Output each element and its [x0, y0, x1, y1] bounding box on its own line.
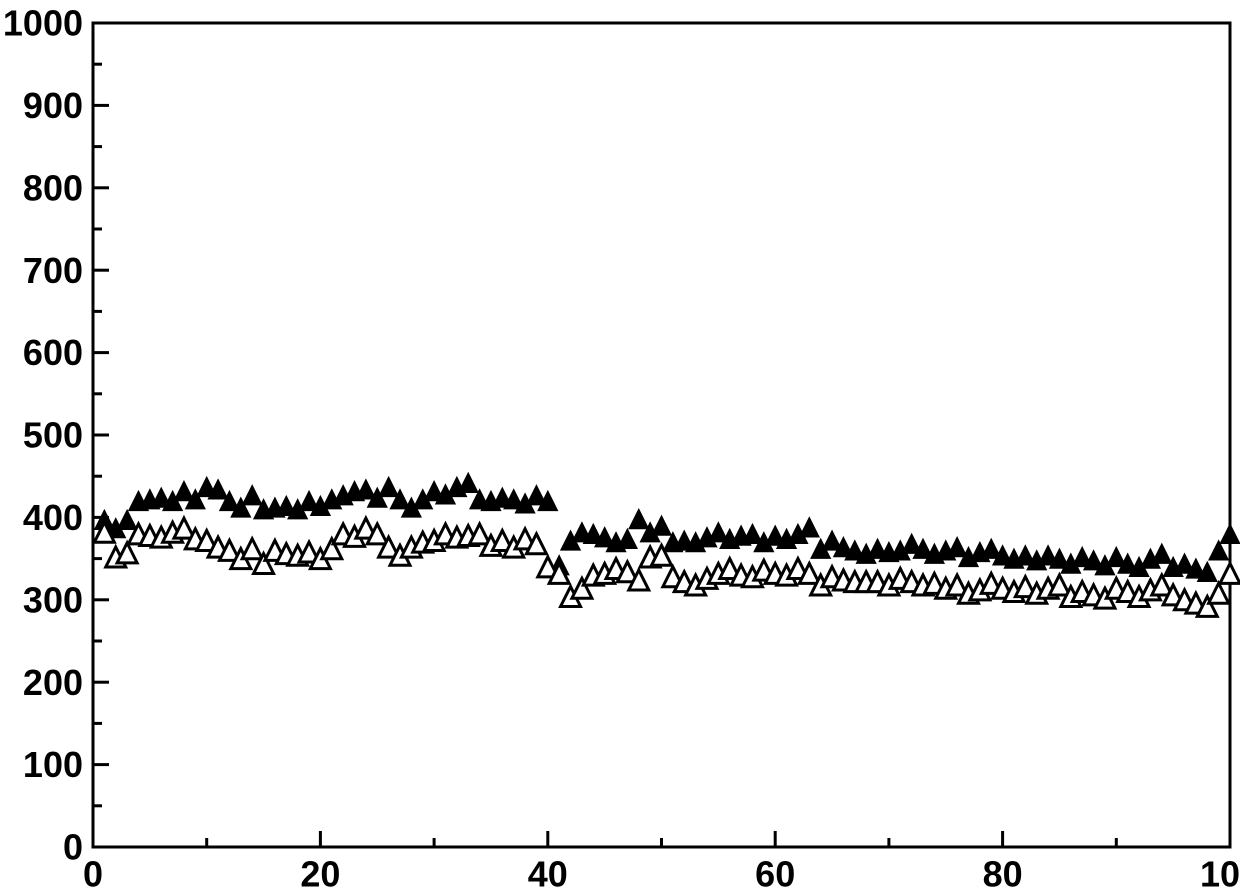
x-tick-label: 80 — [983, 854, 1023, 895]
x-tick-label: 100 — [1200, 854, 1240, 895]
x-tick-label: 60 — [755, 854, 795, 895]
x-tick-label: 0 — [83, 854, 103, 895]
y-tick-label: 400 — [23, 497, 83, 538]
y-tick-label: 600 — [23, 332, 83, 373]
y-tick-label: 800 — [23, 167, 83, 208]
y-tick-label: 0 — [63, 827, 83, 868]
x-tick-label: 40 — [528, 854, 568, 895]
y-tick-label: 1000 — [3, 3, 83, 44]
y-tick-label: 500 — [23, 415, 83, 456]
y-tick-label: 700 — [23, 250, 83, 291]
x-tick-label: 20 — [300, 854, 340, 895]
y-tick-label: 300 — [23, 579, 83, 620]
scatter-chart: 0204060801000100200300400500600700800900… — [0, 0, 1240, 896]
y-tick-label: 100 — [23, 744, 83, 785]
y-tick-label: 200 — [23, 662, 83, 703]
y-tick-label: 900 — [23, 85, 83, 126]
